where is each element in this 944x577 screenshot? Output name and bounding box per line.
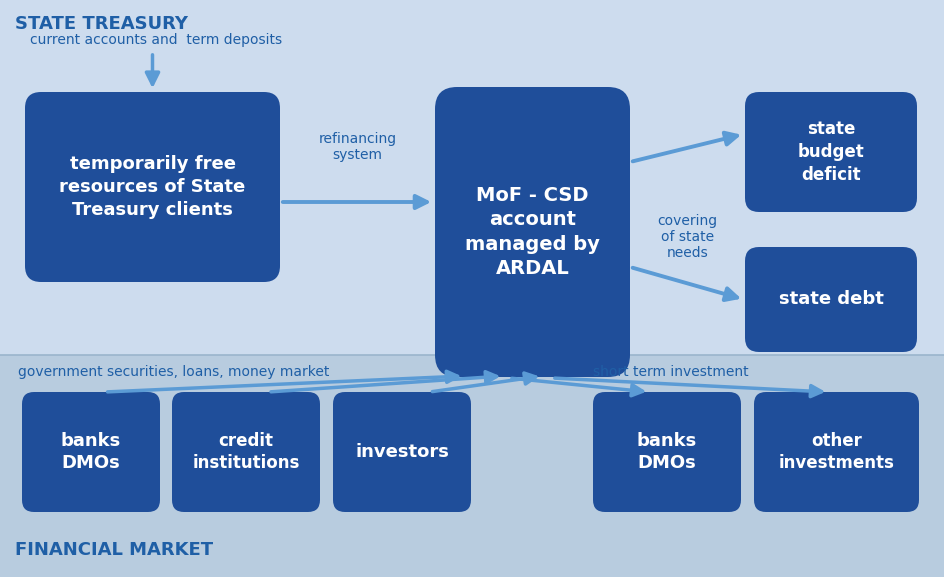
Text: state
budget
deficit: state budget deficit (798, 120, 865, 184)
FancyBboxPatch shape (593, 392, 741, 512)
FancyBboxPatch shape (745, 247, 917, 352)
FancyBboxPatch shape (435, 87, 630, 377)
FancyBboxPatch shape (22, 392, 160, 512)
Text: current accounts and  term deposits: current accounts and term deposits (30, 33, 282, 47)
Text: credit
institutions: credit institutions (193, 432, 299, 473)
Text: state debt: state debt (779, 290, 884, 309)
Text: FINANCIAL MARKET: FINANCIAL MARKET (15, 541, 213, 559)
Bar (0, 0, 944, 355)
Text: refinancing
system: refinancing system (318, 132, 396, 162)
Bar (0, 355, 944, 577)
Text: government securities, loans, money market: government securities, loans, money mark… (18, 365, 329, 379)
FancyBboxPatch shape (25, 92, 280, 282)
Text: banks
DMOs: banks DMOs (60, 432, 121, 473)
Text: covering
of state
needs: covering of state needs (657, 214, 717, 260)
FancyBboxPatch shape (172, 392, 320, 512)
Text: short term investment: short term investment (593, 365, 749, 379)
Text: other
investments: other investments (779, 432, 894, 473)
FancyBboxPatch shape (333, 392, 471, 512)
Text: investors: investors (355, 443, 449, 461)
Text: banks
DMOs: banks DMOs (637, 432, 697, 473)
FancyBboxPatch shape (754, 392, 919, 512)
FancyBboxPatch shape (745, 92, 917, 212)
Text: STATE TREASURY: STATE TREASURY (15, 15, 188, 33)
Text: temporarily free
resources of State
Treasury clients: temporarily free resources of State Trea… (59, 155, 245, 219)
Text: MoF - CSD
account
managed by
ARDAL: MoF - CSD account managed by ARDAL (465, 186, 600, 278)
